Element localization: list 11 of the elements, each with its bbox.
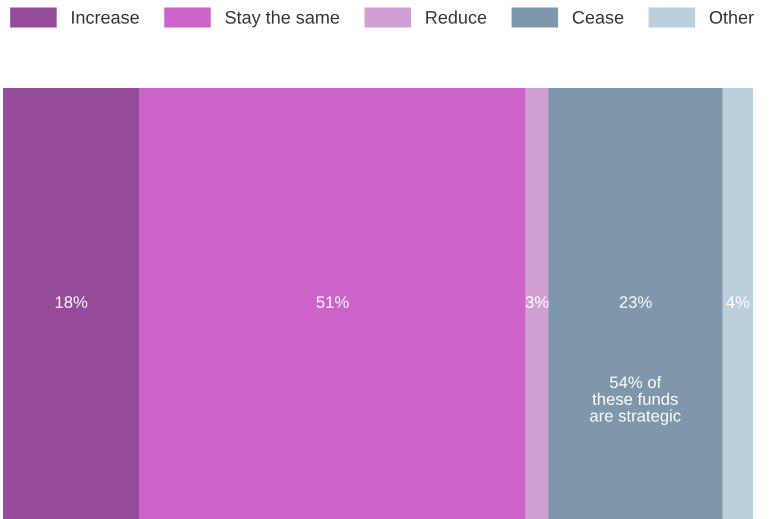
- data-label: 23%: [620, 296, 652, 308]
- data-label: 18%: [56, 296, 88, 308]
- annotation: 54% of these funds are strategic: [590, 376, 681, 425]
- data-label: 4%: [726, 296, 750, 308]
- legend-label: Increase: [72, 11, 139, 24]
- legend-label: Reduce: [426, 10, 486, 24]
- legend-label: Cease: [572, 10, 624, 24]
- data-label: 51%: [316, 296, 349, 308]
- legend-label: Other: [710, 10, 754, 24]
- legend-label: Stay the same: [225, 10, 340, 28]
- data-label: 3%: [526, 296, 549, 308]
